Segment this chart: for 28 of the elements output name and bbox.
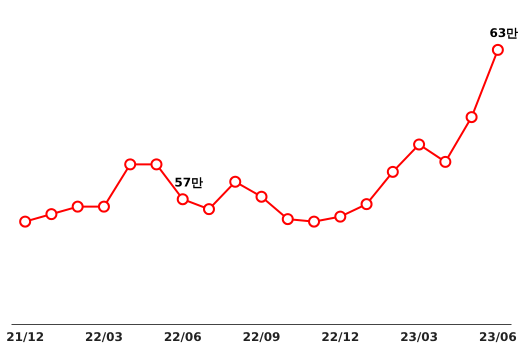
point: [72, 200, 84, 213]
point: [413, 138, 426, 150]
point: [45, 208, 58, 220]
point: [466, 111, 478, 124]
x-tick-label: 22/06: [164, 330, 202, 344]
point: [334, 210, 346, 223]
point: [19, 216, 32, 228]
point: [360, 198, 373, 210]
point: [150, 158, 162, 170]
data-label: 63만: [490, 26, 518, 40]
point: [202, 203, 215, 216]
point: [282, 213, 294, 226]
point: [176, 193, 189, 206]
x-tick-label: 22/09: [242, 330, 280, 344]
x-tick-label: 22/12: [321, 330, 360, 344]
point: [229, 176, 242, 188]
data-label: 57만: [174, 175, 204, 190]
x-tick-label: 21/12: [6, 330, 44, 344]
point: [98, 200, 110, 213]
x-tick-label: 23/03: [400, 330, 438, 344]
x-tick-label: 23/06: [478, 330, 517, 344]
point: [386, 166, 399, 178]
x-tick-label: 22/03: [85, 330, 123, 344]
point: [492, 44, 504, 56]
point: [256, 190, 268, 203]
point: [308, 216, 320, 228]
point: [124, 158, 136, 170]
point: [439, 156, 452, 168]
